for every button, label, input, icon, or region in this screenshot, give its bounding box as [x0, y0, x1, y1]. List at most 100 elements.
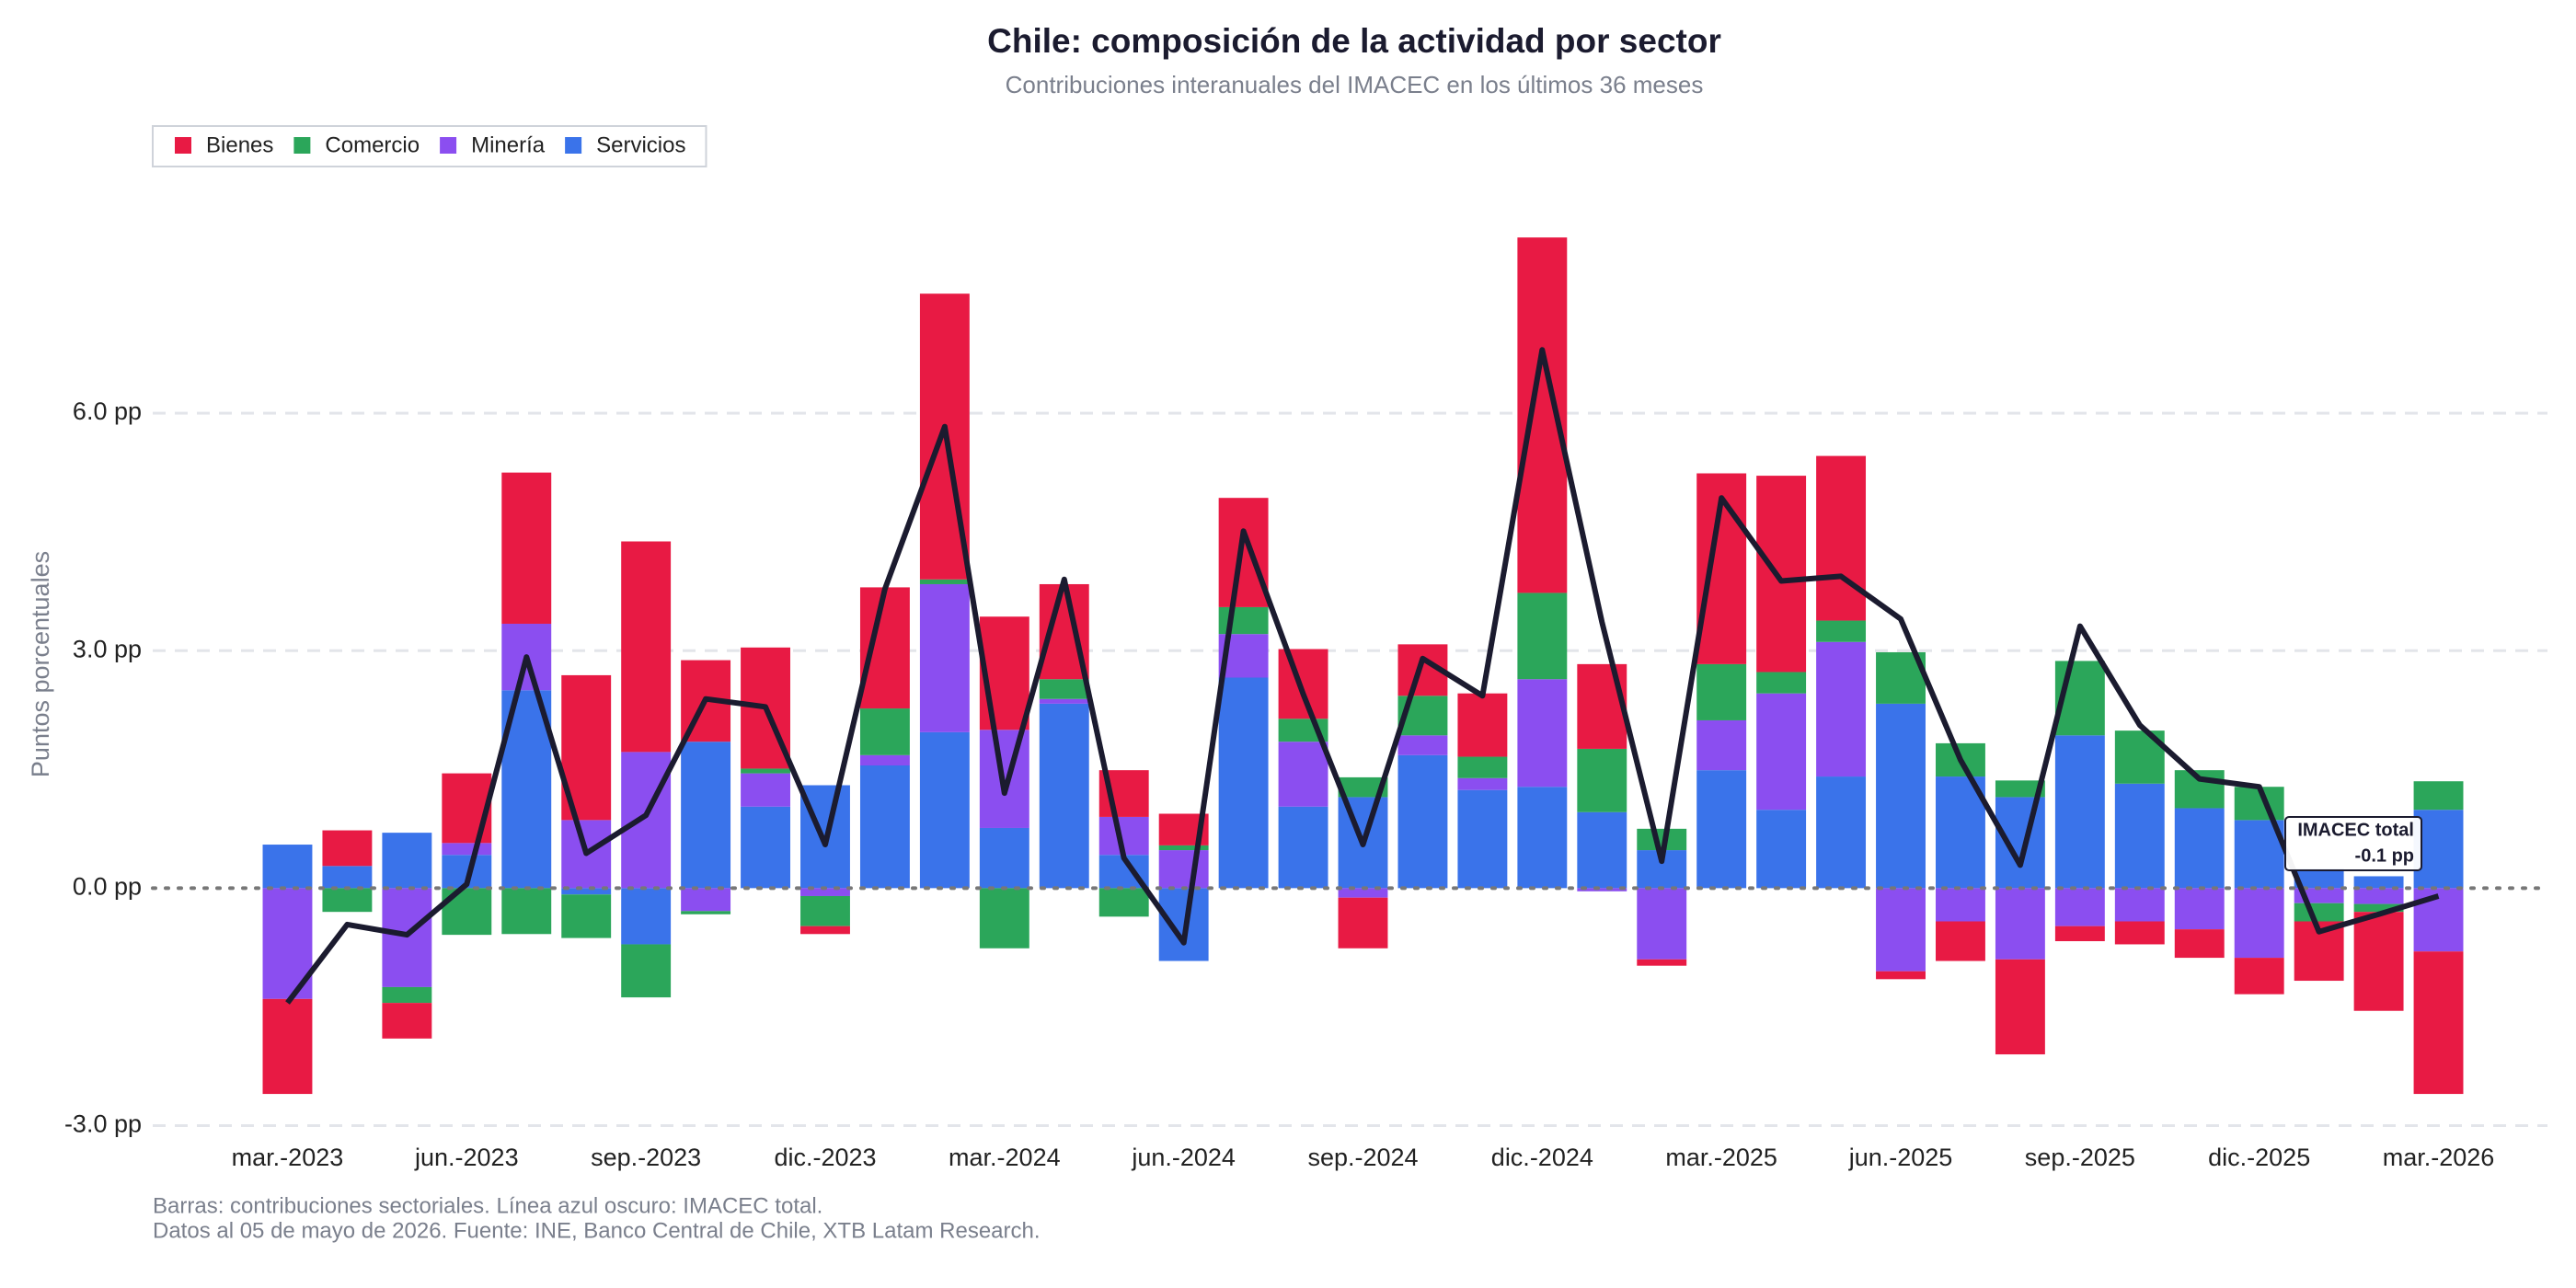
bar-segment — [1039, 703, 1089, 889]
bar-segment — [1637, 888, 1687, 960]
bar-segment — [681, 742, 731, 889]
bar-segment — [1397, 735, 1448, 755]
bar-segment — [2353, 888, 2404, 904]
bar-segment — [262, 998, 313, 1095]
bar-segment — [2114, 888, 2165, 922]
bar-segment — [681, 888, 731, 912]
x-tick-label: dic.-2025 — [2208, 1144, 2310, 1171]
bar-segment — [859, 754, 910, 766]
bar-segment — [2294, 868, 2344, 889]
legend-label: Servicios — [596, 132, 685, 157]
x-tick-label: dic.-2023 — [774, 1144, 876, 1171]
bar-segment — [741, 773, 790, 807]
x-tick-label: jun.-2023 — [414, 1144, 519, 1171]
y-tick-label: 3.0 pp — [73, 635, 142, 662]
bar-segment — [382, 888, 432, 987]
bar-segment — [1577, 748, 1627, 812]
bar-segment — [741, 768, 790, 774]
bar-segment — [2413, 781, 2464, 811]
bar-segment — [1637, 959, 1687, 966]
bar-segment — [1158, 845, 1209, 851]
bar-segment — [1278, 649, 1328, 719]
x-tick-label: sep.-2023 — [591, 1144, 701, 1171]
bar-segment — [2054, 888, 2105, 926]
bar-segment — [621, 888, 672, 945]
x-tick-label: mar.-2023 — [232, 1144, 344, 1171]
bar-segment — [1517, 237, 1568, 593]
bar-segment — [2353, 876, 2404, 889]
bar-segment — [2174, 888, 2225, 930]
bar-segment — [1457, 777, 1508, 790]
bar-segment — [1816, 776, 1867, 889]
bar-segment — [2174, 929, 2225, 959]
x-tick-label: dic.-2024 — [1491, 1144, 1593, 1171]
x-tick-label: jun.-2025 — [1848, 1144, 1953, 1171]
bar-segment — [442, 888, 492, 936]
bar-segment — [800, 895, 850, 926]
bar-segment — [382, 1003, 432, 1039]
bar-segment — [501, 888, 552, 935]
bar-segment — [979, 888, 1029, 949]
chart-subtitle: Contribuciones interanuales del IMACEC e… — [1006, 71, 1704, 98]
bar-segment — [1696, 663, 1747, 720]
bar-segment — [2054, 735, 2105, 889]
bar-segment — [1876, 971, 1926, 980]
bar-segment — [919, 579, 970, 584]
legend-swatch — [440, 137, 457, 154]
bar-segment — [2114, 783, 2165, 889]
bar-segment — [1816, 620, 1867, 642]
bar-segment — [979, 827, 1029, 889]
bar-segment — [859, 587, 910, 709]
bar-segment — [1457, 789, 1508, 889]
bar-segment — [1696, 770, 1747, 889]
bar-segment — [1218, 606, 1269, 635]
bar-segment — [1577, 888, 1627, 891]
bar-segment — [2114, 921, 2165, 945]
footnote: Datos al 05 de mayo de 2026. Fuente: INE… — [153, 1218, 1041, 1243]
bar-segment — [1338, 888, 1388, 898]
bar-segment — [1039, 698, 1089, 704]
legend-swatch — [565, 137, 582, 154]
bar-segment — [322, 830, 373, 867]
annotation-box — [2284, 816, 2422, 871]
bar-segment — [322, 888, 373, 913]
bar-segment — [1995, 797, 2045, 889]
bar-segment — [1397, 754, 1448, 889]
annotation-title: IMACEC total — [2297, 820, 2414, 840]
bar-segment — [1756, 672, 1807, 694]
bar-segment — [561, 888, 612, 895]
bar-segment — [1517, 592, 1568, 680]
bar-segment — [2353, 903, 2404, 913]
bar-segment — [1756, 476, 1807, 673]
bar-segment — [442, 843, 492, 856]
bar-segment — [919, 731, 970, 889]
legend-swatch — [293, 137, 311, 154]
bar-segment — [1876, 888, 1926, 972]
x-tick-label: sep.-2025 — [2025, 1144, 2135, 1171]
legend-swatch — [175, 137, 191, 154]
legend-label: Bienes — [206, 132, 273, 157]
chart-title: Chile: composición de la actividad por s… — [987, 22, 1721, 60]
bar-segment — [382, 833, 432, 889]
bar-segment — [1756, 810, 1807, 889]
bar-segment — [1517, 679, 1568, 788]
bar-segment — [741, 806, 790, 889]
bar-segment — [1995, 780, 2045, 798]
bar-segment — [1278, 806, 1328, 889]
y-tick-label: 6.0 pp — [73, 397, 142, 425]
bar-segment — [1577, 663, 1627, 749]
bar-segment — [621, 541, 672, 753]
bar-segment — [1098, 888, 1149, 917]
bar-segment — [621, 944, 672, 998]
bar-segment — [262, 845, 313, 889]
bar-segment — [1457, 693, 1508, 757]
bar-segment — [1696, 719, 1747, 771]
bar-segment — [859, 708, 910, 755]
bar-segment — [1517, 787, 1568, 889]
x-tick-label: mar.-2024 — [949, 1144, 1061, 1171]
bar-segment — [1876, 703, 1926, 889]
bar-segment — [2413, 951, 2464, 1095]
bar-segment — [1936, 888, 1985, 922]
bar-segment — [2234, 958, 2284, 995]
